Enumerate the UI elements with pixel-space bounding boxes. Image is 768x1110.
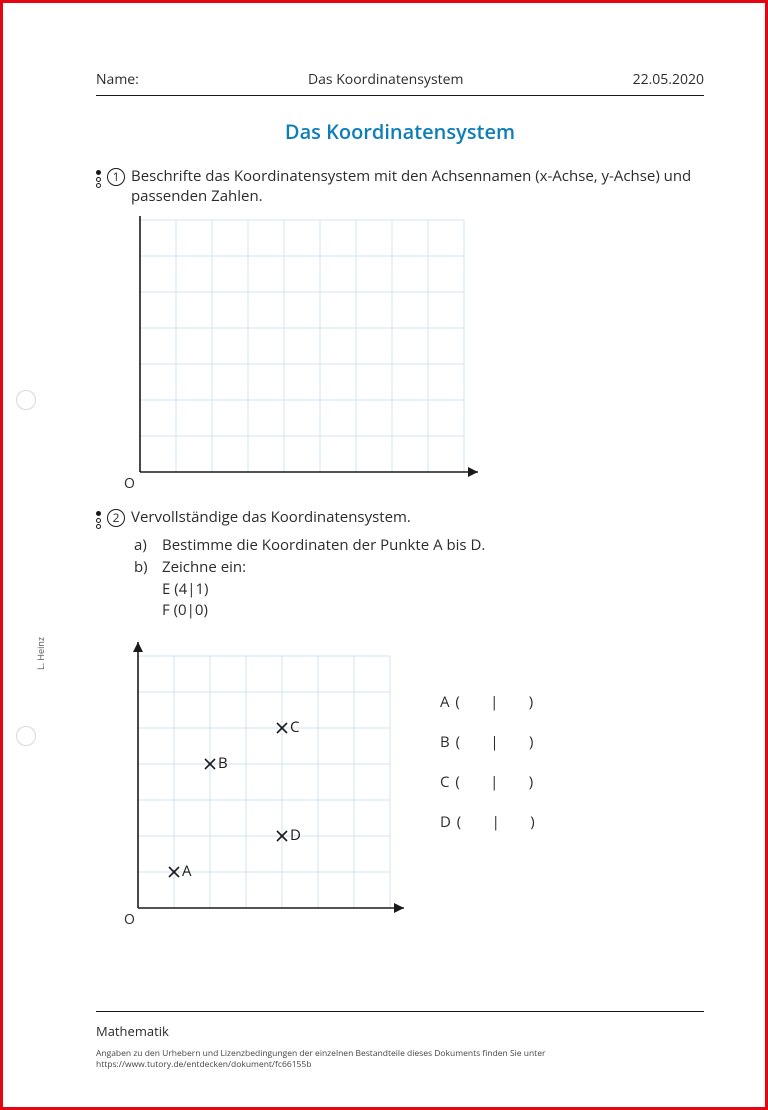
sub-text-a: Bestimme die Koordinaten der Punkte A bi… [162,535,485,557]
task-2: 2 Vervollständige das Koordinatensystem. [96,508,704,529]
difficulty-icon [96,508,101,529]
sub-label-b: b) [134,557,152,579]
subject-label: Mathematik [96,1022,704,1040]
answer-blank: B ( | ) [440,732,536,752]
svg-text:B: B [218,753,228,773]
punch-hole [16,726,36,746]
doc-title-small: Das Koordinatensystem [308,70,463,89]
date-label: 22.05.2020 [633,70,704,89]
point-f: F (0|0) [162,600,704,622]
punch-hole [16,390,36,410]
worksheet-page: Name: Das Koordinatensystem 22.05.2020 D… [96,70,704,1070]
svg-text:A: A [182,861,192,881]
coordinate-chart-2: A B C D [112,632,412,922]
origin-label-1: O [124,474,135,493]
point-e: E (4|1) [162,579,704,601]
svg-text:D: D [290,825,301,845]
task-text: Vervollständige das Koordinatensystem. [131,508,704,529]
footer: Mathematik Angaben zu den Urhebern und L… [96,1011,704,1070]
header-row: Name: Das Koordinatensystem 22.05.2020 [96,70,704,96]
difficulty-icon [96,167,101,206]
task-text: Beschrifte das Koordinatensystem mit den… [131,167,704,206]
page-title: Das Koordinatensystem [96,118,704,145]
sub-label-a: a) [134,535,152,557]
answer-blanks: A ( | ) B ( | ) C ( | ) D ( | ) [440,692,536,832]
legal-line-1: Angaben zu den Urhebern und Lizenzbeding… [96,1048,704,1059]
answer-blank: D ( | ) [440,812,536,832]
coordinate-chart-1 [112,216,492,486]
legal-line-2: https://www.tutory.de/entdecken/dokument… [96,1059,704,1070]
chart-1-wrap: O [112,216,704,500]
svg-text:C: C [290,717,299,737]
task-number: 1 [107,168,125,186]
origin-label-2: O [124,910,135,929]
answer-blank: C ( | ) [440,772,536,792]
author-label: L. Heinz [34,637,47,670]
chart-2-wrap: A B C D O A ( | ) B ( | ) C ( | ) D ( | ) [112,632,704,936]
task-number: 2 [107,509,125,527]
task-1: 1 Beschrifte das Koordinatensystem mit d… [96,167,704,206]
sub-text-b: Zeichne ein: [162,557,246,579]
answer-blank: A ( | ) [440,692,536,712]
task-2-sub: a) Bestimme die Koordinaten der Punkte A … [134,535,704,622]
name-label: Name: [96,70,139,89]
